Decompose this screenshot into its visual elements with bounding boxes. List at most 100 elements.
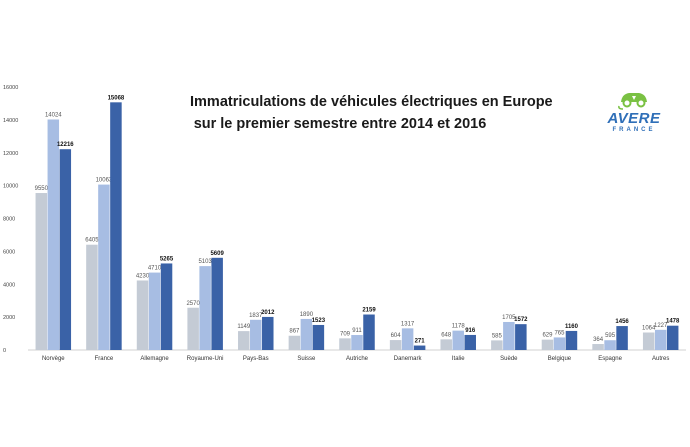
y-tick-label: 14000 <box>3 118 18 124</box>
bar <box>553 337 566 350</box>
data-label: 1890 <box>300 312 314 318</box>
data-label: 1478 <box>666 319 680 325</box>
bar <box>86 244 98 350</box>
bar <box>389 340 402 350</box>
data-label: 1572 <box>514 317 528 323</box>
data-label: 867 <box>289 329 300 335</box>
x-tick-label: Royaume-Uni <box>187 356 224 362</box>
data-label: 585 <box>492 333 503 339</box>
bar <box>187 307 199 350</box>
bar <box>401 328 414 350</box>
data-label: 271 <box>415 339 426 345</box>
x-tick-label: Pays-Bas <box>243 356 269 362</box>
bar <box>148 272 161 350</box>
x-tick-label: Autres <box>652 356 669 362</box>
x-tick-label: France <box>95 356 114 362</box>
data-label: 12216 <box>57 142 74 148</box>
x-tick-label: Autriche <box>346 356 369 362</box>
data-label: 9550 <box>35 186 49 192</box>
y-tick-label: 10000 <box>3 184 18 190</box>
data-label: 1317 <box>401 321 415 327</box>
data-label: 6405 <box>85 238 99 244</box>
bar <box>110 102 122 350</box>
chart-title-line-1: Immatriculations de véhicules électrique… <box>190 94 553 110</box>
data-label: 709 <box>340 331 351 337</box>
bar <box>565 330 578 350</box>
data-label: 1149 <box>237 324 251 330</box>
bar <box>300 318 313 350</box>
bar <box>136 280 149 350</box>
bar <box>592 344 604 350</box>
data-label: 765 <box>554 330 565 336</box>
data-label: 2570 <box>186 301 200 307</box>
x-tick-label: Belgique <box>548 356 572 362</box>
data-label: 5265 <box>160 256 174 262</box>
y-tick-label: 8000 <box>3 217 15 223</box>
data-label: 1837 <box>249 313 263 319</box>
bar <box>339 338 351 350</box>
y-tick-label: 0 <box>3 348 6 354</box>
bar <box>616 326 628 350</box>
data-label: 5103 <box>198 259 212 265</box>
bar <box>666 325 679 350</box>
bar <box>238 331 250 350</box>
bar <box>98 184 110 350</box>
data-label: 10063 <box>96 178 113 184</box>
bar <box>351 335 363 350</box>
bar <box>654 329 667 350</box>
chart-title-line-2: sur le premier semestre entre 2014 et 20… <box>193 116 487 132</box>
bar <box>47 119 60 350</box>
data-label: 1064 <box>642 326 656 332</box>
bar <box>642 332 655 350</box>
data-label: 5609 <box>210 251 224 257</box>
data-label: 364 <box>593 337 604 343</box>
x-tick-label: Espagne <box>598 356 622 362</box>
bar <box>452 330 464 350</box>
bar <box>211 257 223 350</box>
data-label: 1160 <box>565 324 579 330</box>
bar <box>199 266 211 350</box>
data-label: 2012 <box>261 310 275 316</box>
avere-france-logo: AVERE FRANCE <box>601 86 667 138</box>
data-label: 2159 <box>362 308 376 314</box>
x-tick-label: Norvège <box>42 356 65 362</box>
data-label: 604 <box>391 333 402 339</box>
data-label: 15068 <box>108 95 125 101</box>
data-label: 1456 <box>615 319 629 325</box>
data-label: 4710 <box>148 266 162 272</box>
x-tick-label: Suède <box>500 356 518 362</box>
bar <box>288 335 301 350</box>
y-tick-label: 12000 <box>3 151 18 157</box>
bar <box>515 324 527 350</box>
bar <box>312 324 325 350</box>
data-label: 911 <box>352 328 362 334</box>
bar <box>440 339 452 350</box>
bar <box>363 314 375 350</box>
data-label: 14024 <box>45 112 62 118</box>
data-label: 595 <box>605 333 616 339</box>
bar <box>464 334 476 350</box>
logo-text: AVERE <box>607 110 661 127</box>
y-tick-label: 2000 <box>3 315 15 321</box>
y-tick-label: 4000 <box>3 282 15 288</box>
bar <box>250 319 262 350</box>
bar <box>59 149 72 350</box>
data-label: 629 <box>542 333 553 339</box>
bar <box>491 340 503 350</box>
car-plug-icon <box>618 93 647 110</box>
bar <box>503 321 515 350</box>
x-tick-label: Allemagne <box>140 356 169 362</box>
data-label: 1523 <box>312 318 326 324</box>
x-tick-label: Italie <box>452 356 465 362</box>
bar <box>604 340 616 350</box>
data-label: 648 <box>441 332 452 338</box>
bar <box>35 193 48 350</box>
bar <box>160 263 173 350</box>
bar <box>262 316 274 350</box>
data-label: 1705 <box>502 315 516 321</box>
data-label: 4230 <box>136 273 150 279</box>
logo-subtext: FRANCE <box>612 127 656 133</box>
bar <box>413 345 426 350</box>
